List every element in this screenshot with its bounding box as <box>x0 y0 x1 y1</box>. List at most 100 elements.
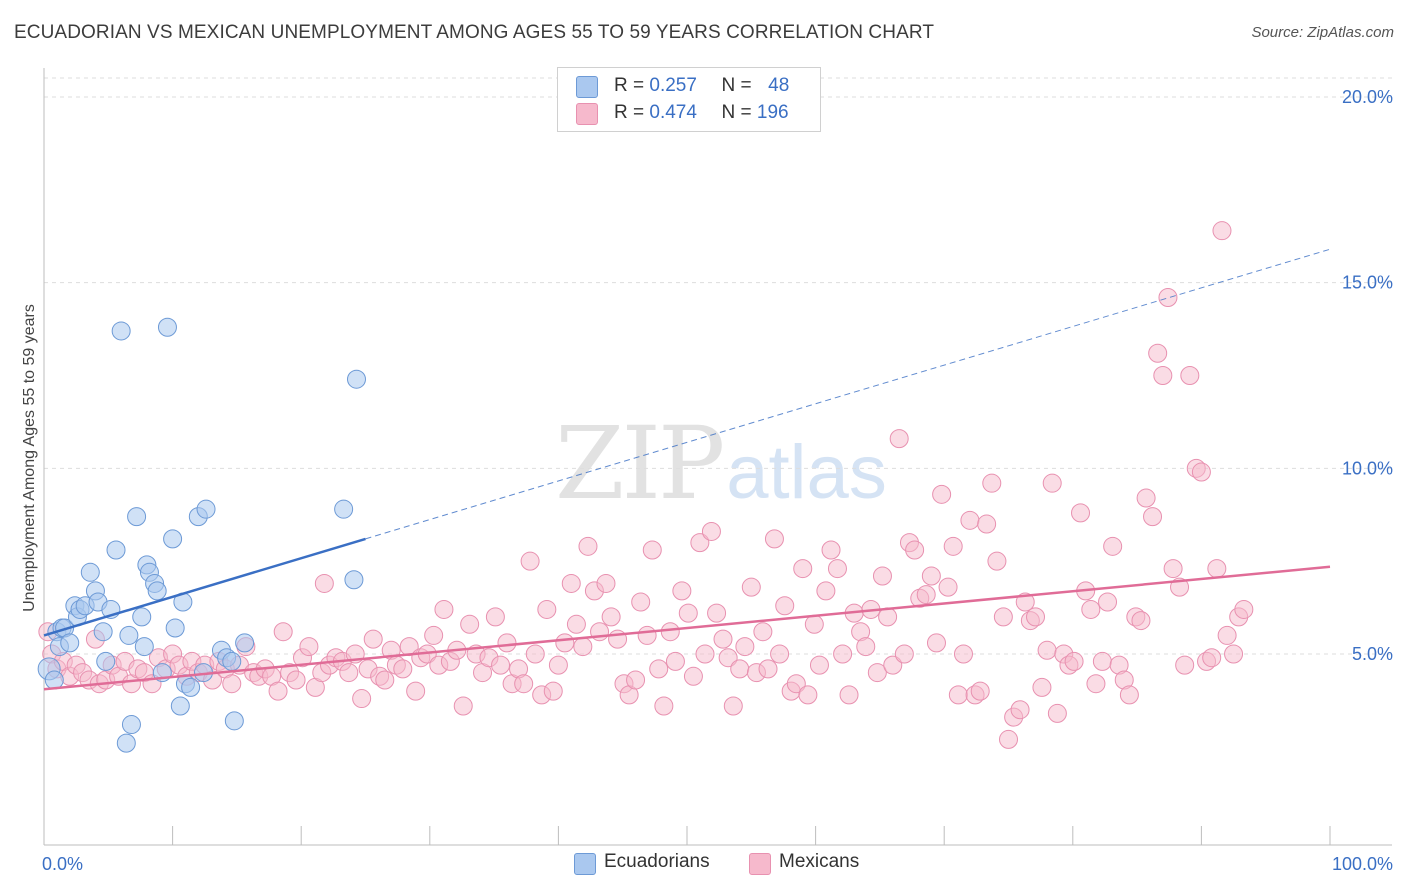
data-point-ecuadorians <box>222 651 242 671</box>
data-point-mexicans <box>764 529 784 549</box>
data-point-mexicans <box>872 566 892 586</box>
data-point-mexicans <box>993 607 1013 627</box>
y-tick-label: 15.0% <box>1342 273 1393 293</box>
data-point-mexicans <box>1217 625 1237 645</box>
data-point-mexicans <box>573 637 593 657</box>
data-point-mexicans <box>943 536 963 556</box>
data-point-mexicans <box>695 644 715 664</box>
data-point-mexicans <box>424 625 444 645</box>
legend-r-label: R = <box>614 102 645 123</box>
data-point-mexicans <box>555 633 575 653</box>
legend-swatch-ecuadorians <box>576 76 598 98</box>
data-point-mexicans <box>654 696 674 716</box>
data-point-mexicans <box>905 540 925 560</box>
data-point-mexicans <box>1092 651 1112 671</box>
data-point-mexicans <box>649 659 669 679</box>
legend-n-value: 48 <box>768 75 790 96</box>
legend-swatch-mexicans <box>749 853 771 875</box>
data-point-mexicans <box>626 670 646 690</box>
legend-n-value: 196 <box>756 102 789 123</box>
data-point-mexicans <box>273 622 293 642</box>
data-point-mexicans <box>921 566 941 586</box>
data-point-ecuadorians <box>170 696 190 716</box>
data-point-mexicans <box>953 644 973 664</box>
data-point-mexicans <box>537 599 557 619</box>
data-point-ecuadorians <box>44 670 64 690</box>
data-point-mexicans <box>406 681 426 701</box>
trend-line-mexicans <box>43 565 1331 691</box>
data-point-mexicans <box>786 674 806 694</box>
data-point-mexicans <box>491 655 511 675</box>
data-point-mexicans <box>690 533 710 553</box>
data-point-mexicans <box>566 614 586 634</box>
legend-r-label: R = <box>614 75 645 96</box>
trend-line-ecuadorians <box>43 537 366 637</box>
data-point-mexicans <box>514 674 534 694</box>
data-point-mexicans <box>1081 599 1101 619</box>
data-point-ecuadorians <box>196 499 216 519</box>
watermark-atlas: atlas <box>726 430 887 515</box>
data-point-mexicans <box>578 536 598 556</box>
data-point-ecuadorians <box>235 633 255 653</box>
data-point-mexicans <box>999 729 1018 749</box>
data-point-mexicans <box>960 510 980 530</box>
data-point-ecuadorians <box>157 317 177 337</box>
legend-r-value: 0.474 <box>649 102 697 123</box>
data-point-mexicans <box>497 633 517 653</box>
data-point-mexicans <box>268 681 288 701</box>
data-point-mexicans <box>1191 462 1211 482</box>
data-point-mexicans <box>1224 644 1244 664</box>
data-point-mexicans <box>1042 473 1062 493</box>
data-point-ecuadorians <box>80 562 100 582</box>
source-label: Source: ZipAtlas.com <box>1251 24 1394 41</box>
data-point-mexicans <box>352 689 372 709</box>
watermark-zip: ZIP <box>555 405 725 522</box>
data-point-ecuadorians <box>93 622 113 642</box>
data-point-ecuadorians <box>134 637 154 657</box>
data-point-mexicans <box>561 573 581 593</box>
data-point-mexicans <box>867 663 887 683</box>
data-point-mexicans <box>758 659 778 679</box>
data-point-ecuadorians <box>163 529 183 549</box>
data-point-mexicans <box>434 599 454 619</box>
data-point-mexicans <box>982 473 1002 493</box>
data-point-mexicans <box>1163 559 1183 579</box>
legend-stats: R = 0.257 N = 48 R = 0.474 N = 196 <box>557 67 821 132</box>
data-point-mexicans <box>1212 221 1232 241</box>
data-point-mexicans <box>977 514 997 534</box>
data-point-mexicans <box>1026 607 1046 627</box>
data-point-mexicans <box>637 625 657 645</box>
data-point-ecuadorians <box>60 633 80 653</box>
data-point-mexicans <box>718 648 738 668</box>
data-point-mexicans <box>883 655 903 675</box>
data-point-mexicans <box>839 685 859 705</box>
data-point-mexicans <box>1010 700 1030 720</box>
data-point-mexicans <box>1071 503 1091 523</box>
data-point-mexicans <box>222 674 242 694</box>
data-point-ecuadorians <box>111 321 131 341</box>
data-point-mexicans <box>596 573 616 593</box>
data-point-mexicans <box>1207 559 1227 579</box>
data-point-ecuadorians <box>346 369 366 389</box>
data-point-mexicans <box>821 540 841 560</box>
data-point-mexicans <box>672 581 692 601</box>
data-point-mexicans <box>775 596 795 616</box>
data-point-mexicans <box>631 592 651 612</box>
data-point-mexicans <box>393 659 413 679</box>
data-point-mexicans <box>809 655 829 675</box>
data-point-mexicans <box>723 696 743 716</box>
data-point-mexicans <box>1047 703 1067 723</box>
legend-n-label: N = <box>721 75 752 96</box>
data-point-mexicans <box>1064 651 1084 671</box>
data-point-ecuadorians <box>147 581 167 601</box>
data-point-mexicans <box>1037 640 1057 660</box>
data-point-mexicans <box>827 559 847 579</box>
data-point-mexicans <box>833 644 853 664</box>
legend-swatch-ecuadorians <box>574 853 596 875</box>
data-point-ecuadorians <box>224 711 244 731</box>
watermark: ZIPatlas <box>555 405 887 522</box>
data-point-mexicans <box>1131 611 1151 631</box>
data-point-mexicans <box>770 644 790 664</box>
x-tick-label: 100.0% <box>1332 854 1393 874</box>
